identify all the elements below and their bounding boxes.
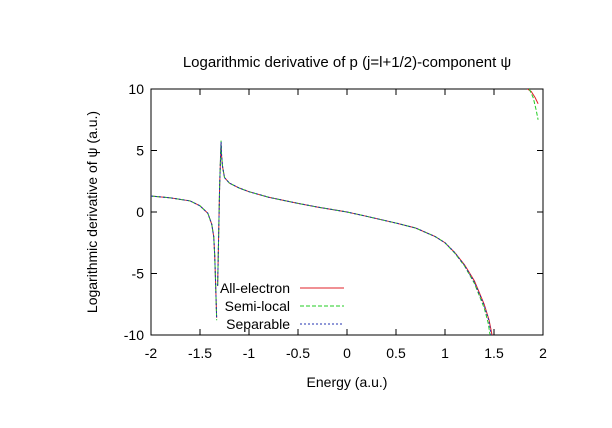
series-line-semi-local (528, 89, 539, 120)
x-tick-label: 0 (343, 345, 351, 361)
x-axis-label: Energy (a.u.) (307, 374, 388, 390)
x-tick-label: -1.5 (188, 345, 212, 361)
x-tick-label: 1.5 (484, 345, 504, 361)
series-line-all-electron (527, 89, 539, 104)
legend-label: All-electron (220, 280, 290, 296)
series-line-semi-local (151, 195, 218, 321)
x-tick-label: 0.5 (386, 345, 406, 361)
y-tick-label: 0 (136, 204, 144, 220)
legend-label: Semi-local (225, 298, 290, 314)
y-tick-label: -5 (132, 266, 145, 282)
series-layer (151, 89, 539, 335)
chart-title: Logarithmic derivative of p (j=l+1/2)-co… (183, 54, 511, 71)
axis-ticks (150, 88, 544, 336)
series-line-separable (151, 195, 218, 320)
series-line-separable (217, 141, 492, 335)
y-tick-label: -10 (124, 327, 144, 343)
series-line-all-electron (151, 195, 218, 318)
legend-label: Separable (226, 316, 290, 332)
y-tick-label: 10 (128, 81, 144, 97)
legend: All-electron Semi-local Separable (220, 280, 344, 332)
x-tick-label: -1 (243, 345, 256, 361)
y-axis-label: Logarithmic derivative of ψ (a.u.) (84, 111, 100, 313)
x-tick-label: -2 (145, 345, 158, 361)
x-tick-label: 1 (441, 345, 449, 361)
x-tick-label: 2 (539, 345, 547, 361)
axis-tick-labels: -2 -1.5 -1 -0.5 0 0.5 1 1.5 2 -10 -5 0 5 10 (124, 81, 547, 361)
x-tick-label: -0.5 (286, 345, 310, 361)
y-tick-label: 5 (136, 143, 144, 159)
